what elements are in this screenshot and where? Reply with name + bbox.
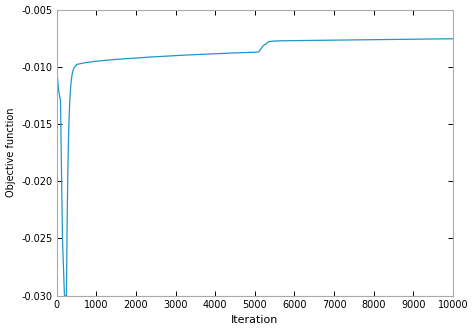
X-axis label: Iteration: Iteration bbox=[231, 315, 279, 325]
Y-axis label: Objective function: Objective function bbox=[6, 108, 16, 197]
